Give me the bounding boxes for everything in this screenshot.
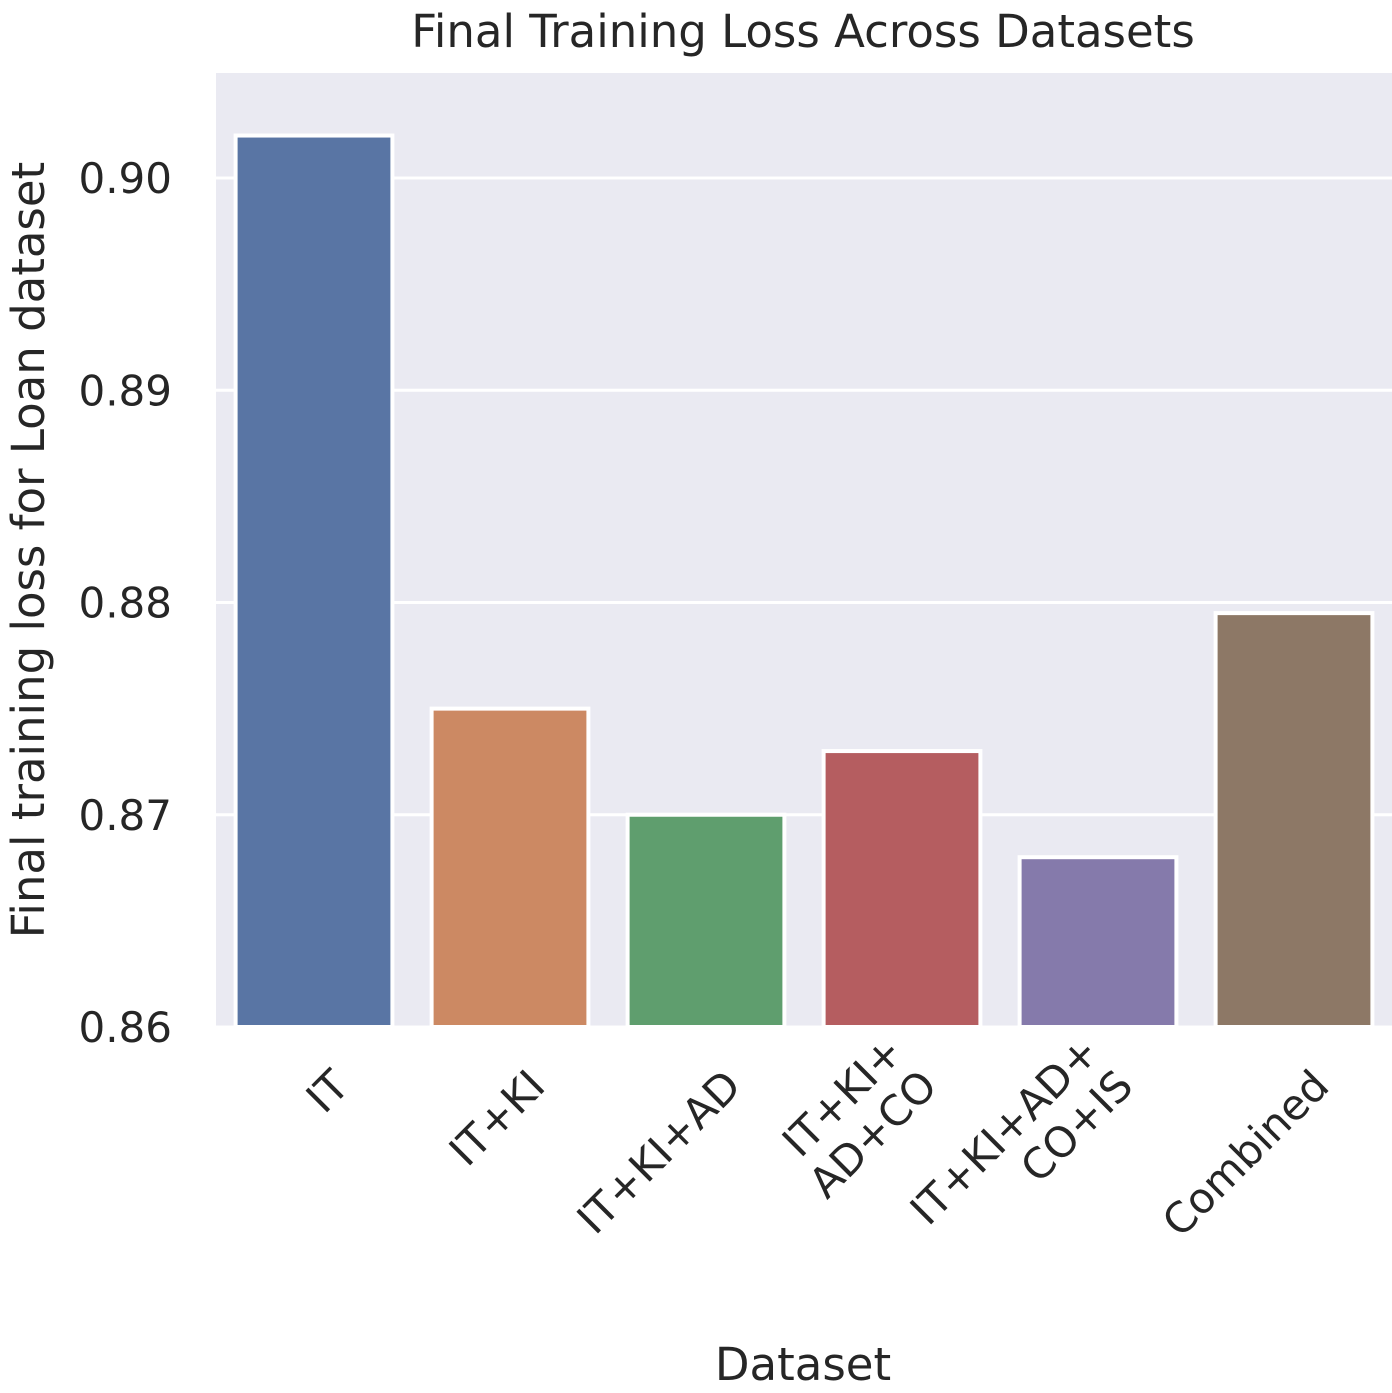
x-axis-label: Dataset [715,1338,891,1391]
x-tick-label: IT+KI+AD+CO+IS [901,1027,1143,1269]
y-tick-label: 0.89 [78,366,172,415]
bar [429,706,591,1029]
y-tick-label: 0.87 [78,791,172,840]
y-axis-label: Final training loss for Loan dataset [2,162,55,938]
x-tick-label: IT+KI [440,1061,555,1176]
x-tick-label: IT [297,1060,359,1122]
y-axis-ticks: 0.86 0.87 0.88 0.89 0.90 [78,154,172,1052]
plot-area [216,73,1392,1027]
x-tick-label: Combined [1153,1061,1339,1247]
grid-lines [216,176,1392,1029]
y-tick-label: 0.90 [78,154,172,203]
bars [233,133,1375,1030]
x-tick-label: IT+KI+AD [568,1061,751,1244]
x-axis-ticks: IT IT+KI IT+KI+AD IT+KI+AD+COIT+KI+AD+CO+IS… [297,1027,1339,1269]
bar [625,812,787,1029]
chart-title: Final Training Loss Across Datasets [411,5,1195,58]
bar [1017,855,1179,1030]
bar [1213,611,1375,1029]
bar [233,133,395,1030]
y-tick-label: 0.88 [78,579,172,628]
bar [821,749,983,1029]
y-tick-label: 0.86 [78,1003,172,1052]
